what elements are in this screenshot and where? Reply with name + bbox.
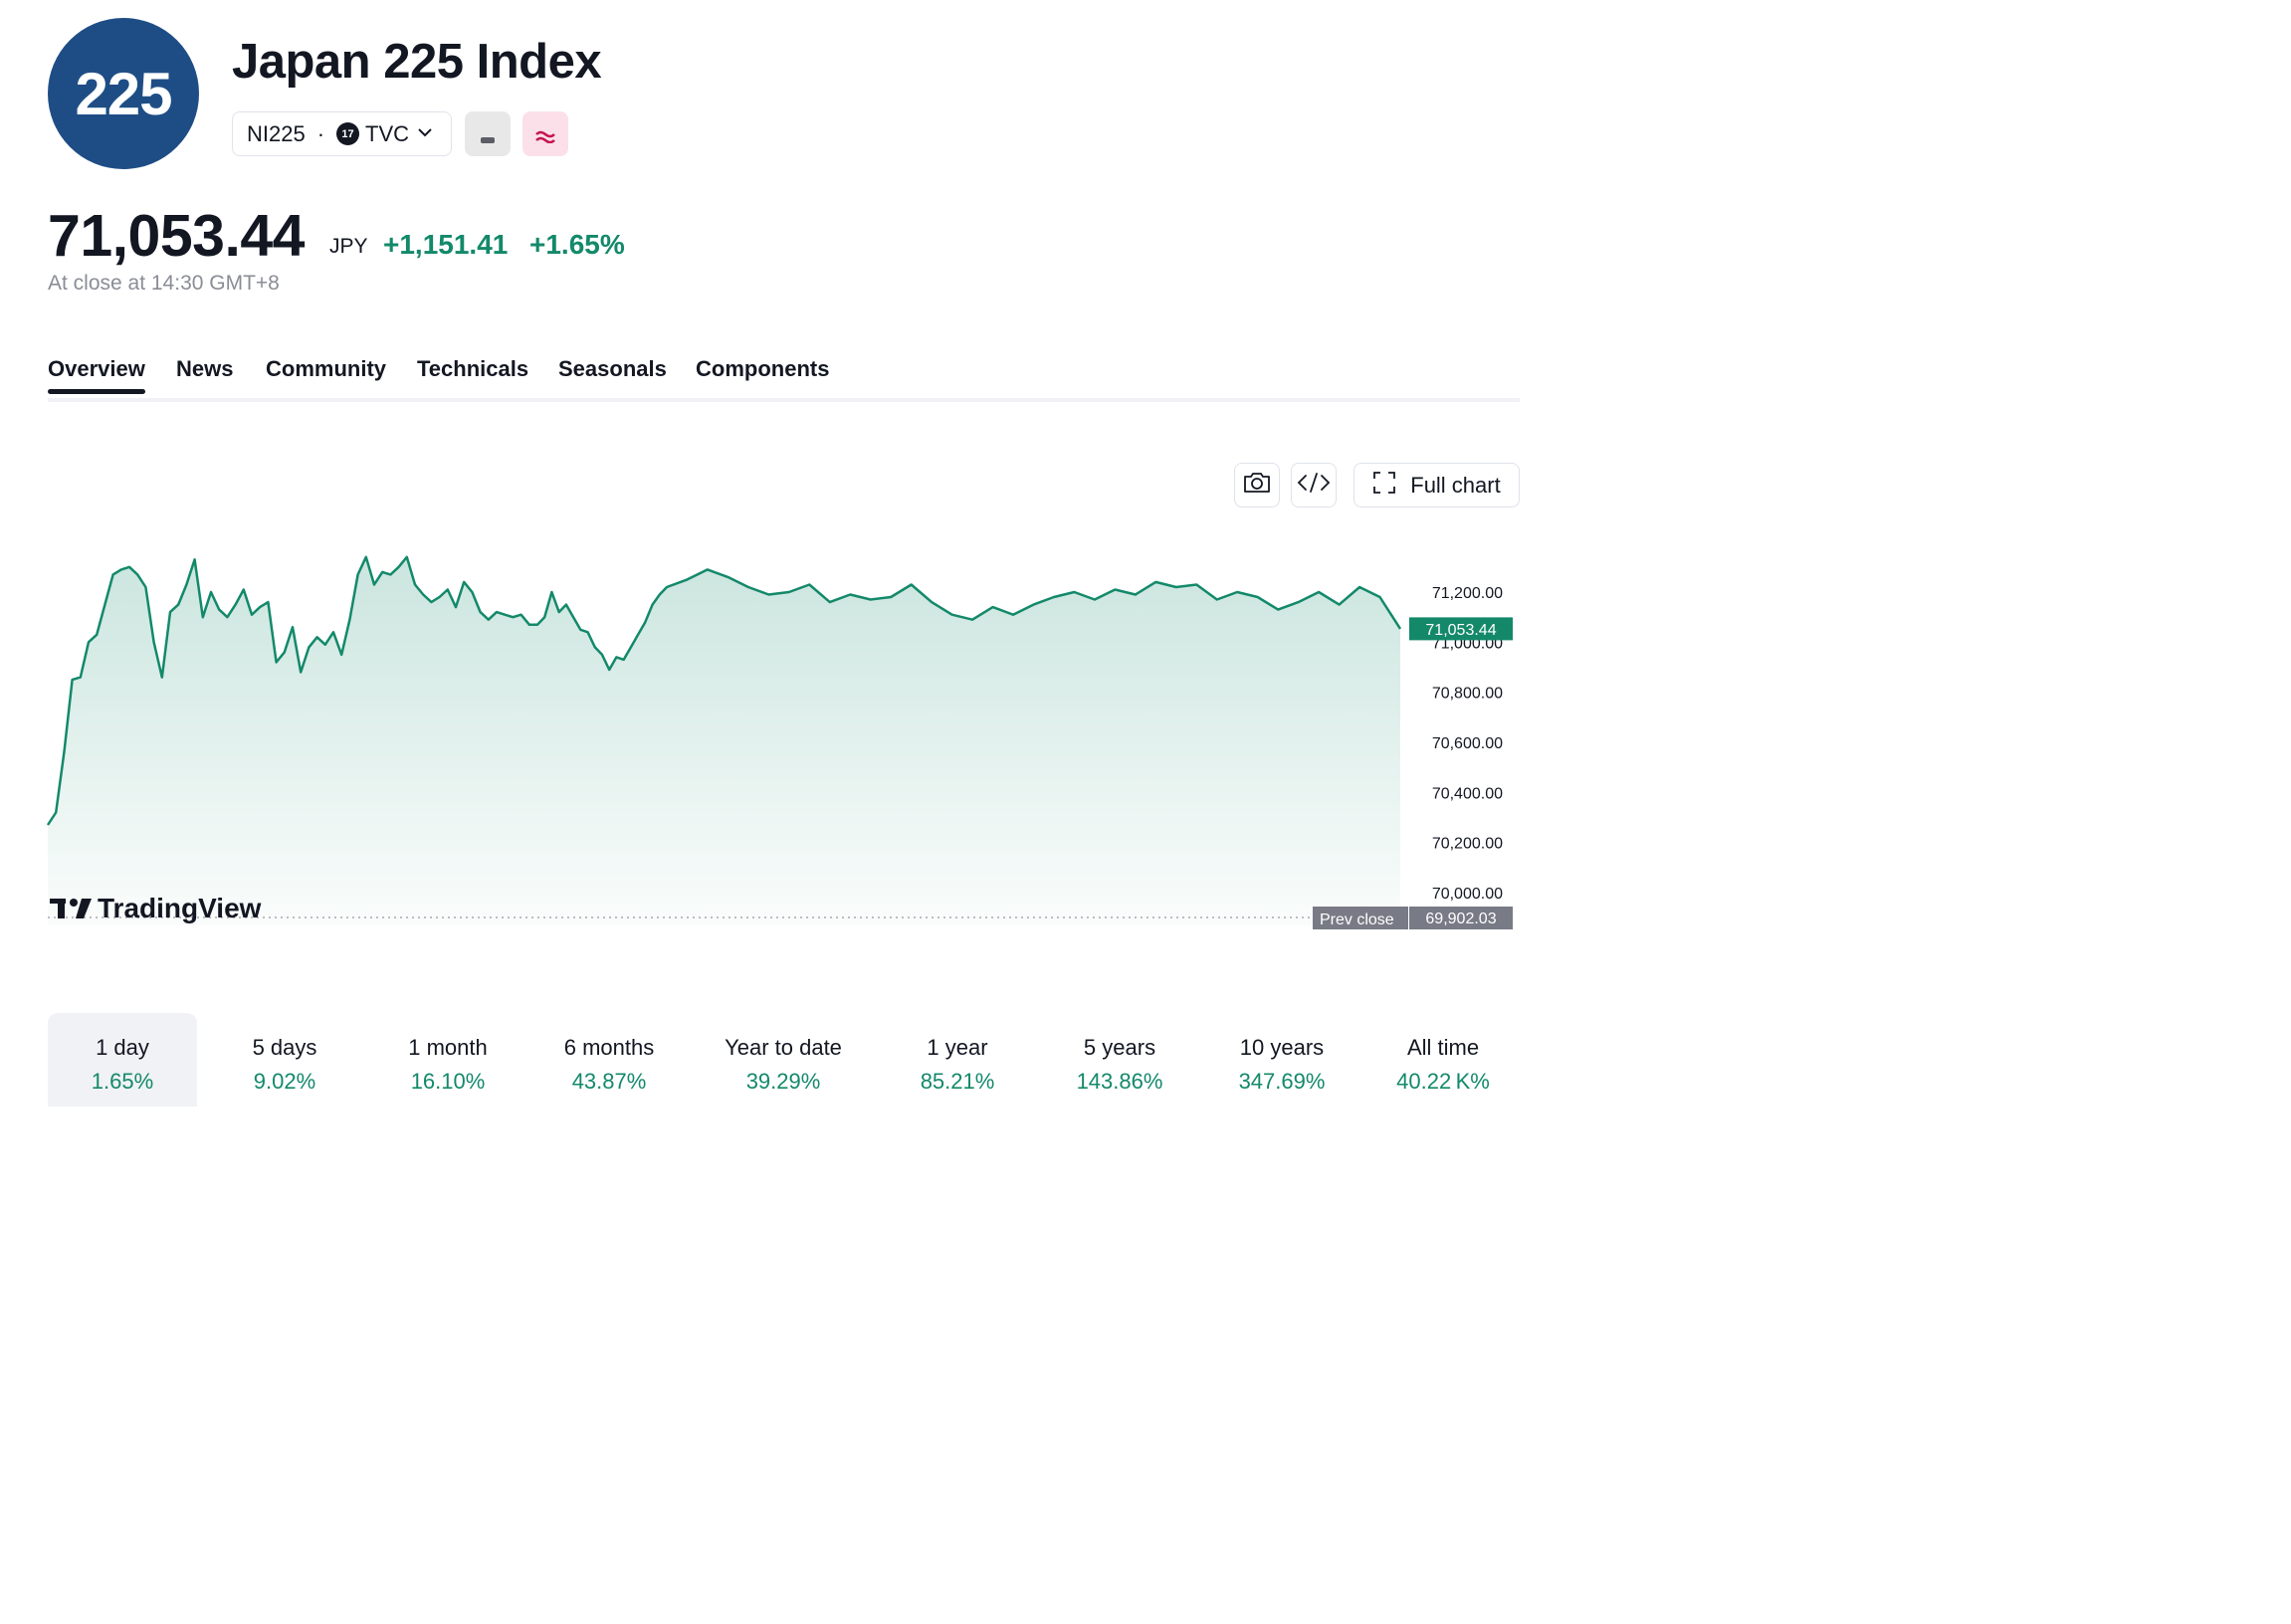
period-label: 5 days xyxy=(252,1035,317,1060)
price-change-percent: +1.65% xyxy=(529,229,625,260)
last-price-label: 71,053.44 xyxy=(1425,622,1496,639)
period-1-month[interactable]: 1 month 16.10% xyxy=(373,1013,522,1107)
screenshot-button[interactable] xyxy=(1234,463,1280,508)
tab-components[interactable]: Components xyxy=(696,356,830,381)
last-price: 71,053.44 xyxy=(48,203,305,269)
period-label: All time xyxy=(1406,1035,1480,1060)
tab-technicals[interactable]: Technicals xyxy=(417,356,529,381)
y-tick-label: 70,800.00 xyxy=(1432,686,1503,703)
chevron-down-icon xyxy=(418,124,432,141)
tradingview-watermark: TradingView xyxy=(50,893,262,923)
period-value: 85.21% xyxy=(920,1069,995,1094)
period-1-day[interactable]: 1 day 1.65% xyxy=(48,1013,197,1107)
tradingview-badge-icon: 17 xyxy=(336,122,360,145)
period-10-years[interactable]: 10 years 347.69% xyxy=(1207,1013,1356,1107)
period-label: 1 month xyxy=(408,1035,488,1060)
prev-close-label: Prev close xyxy=(1320,912,1394,928)
market-status: At close at 14:30 GMT+8 xyxy=(48,272,280,295)
camera-icon xyxy=(1242,471,1272,500)
logo-text: 225 xyxy=(75,60,172,127)
period-value: 1.65% xyxy=(91,1069,154,1094)
y-tick-label: 70,600.00 xyxy=(1432,735,1503,752)
approx-icon xyxy=(535,118,555,150)
period-label: 6 months xyxy=(563,1035,655,1060)
full-chart-button[interactable]: Full chart xyxy=(1354,463,1520,508)
full-chart-label: Full chart xyxy=(1410,472,1501,498)
y-tick-label: 70,400.00 xyxy=(1432,785,1503,802)
prev-close-tag: Prev close 69,902.03 xyxy=(1313,907,1513,929)
price-chart[interactable]: 71,200.0071,000.0070,800.0070,600.0070,4… xyxy=(0,517,1545,945)
y-tick-label: 70,200.00 xyxy=(1432,836,1503,853)
tab-news[interactable]: News xyxy=(176,356,234,381)
tab-bar: Overview News Community Technicals Seaso… xyxy=(48,356,1520,402)
period-label: 1 day xyxy=(96,1035,149,1060)
page-title: Japan 225 Index xyxy=(232,35,602,89)
tradingview-logo-icon xyxy=(50,899,92,918)
price-change: +1,151.41 xyxy=(383,229,509,260)
period-value: 40.22 K% xyxy=(1396,1069,1490,1094)
period-value: 143.86% xyxy=(1076,1069,1163,1094)
fullscreen-icon xyxy=(1372,471,1396,500)
period-label: 1 year xyxy=(927,1035,988,1060)
price-line xyxy=(46,555,1402,826)
tab-seasonals[interactable]: Seasonals xyxy=(558,356,667,381)
period-label: 5 years xyxy=(1083,1035,1156,1060)
embed-button[interactable] xyxy=(1291,463,1337,508)
symbol-ticker: NI225 xyxy=(247,120,306,146)
period-value: 39.29% xyxy=(745,1069,821,1094)
period-5-days[interactable]: 5 days 9.02% xyxy=(210,1013,359,1107)
symbol-exchange-selector[interactable]: NI225 · 17 TVC xyxy=(232,111,452,156)
period-all-time[interactable]: All time 40.22 K% xyxy=(1368,1013,1518,1107)
period-value: 43.87% xyxy=(571,1069,647,1094)
y-tick-label: 70,000.00 xyxy=(1432,886,1503,903)
tab-community[interactable]: Community xyxy=(266,356,386,381)
flag-button[interactable] xyxy=(465,111,511,156)
code-icon xyxy=(1297,472,1331,499)
period-value: 16.10% xyxy=(410,1069,486,1094)
period-label: 10 years xyxy=(1239,1035,1325,1060)
minus-icon xyxy=(481,118,495,150)
period-6-months[interactable]: 6 months 43.87% xyxy=(534,1013,684,1107)
period-value: 347.69% xyxy=(1238,1069,1326,1094)
y-tick-label: 71,200.00 xyxy=(1432,585,1503,602)
price-area-fill xyxy=(48,556,1400,925)
tab-overview[interactable]: Overview xyxy=(48,356,145,394)
period-label: Year to date xyxy=(725,1035,842,1060)
period-1-year[interactable]: 1 year 85.21% xyxy=(883,1013,1032,1107)
prev-close-value: 69,902.03 xyxy=(1425,911,1496,927)
performance-periods: 1 day 1.65% 5 days 9.02% 1 month 16.10% 6 m… xyxy=(48,1013,1520,1107)
symbol-separator: · xyxy=(316,120,325,146)
period-5-years[interactable]: 5 years 143.86% xyxy=(1045,1013,1194,1107)
exchange-name: TVC xyxy=(365,120,410,146)
period-value: 9.02% xyxy=(253,1069,316,1094)
watermark-text: TradingView xyxy=(98,893,262,923)
index-type-button[interactable] xyxy=(522,111,568,156)
index-logo: 225 xyxy=(48,18,199,169)
currency-label: JPY xyxy=(329,235,368,258)
period-year-to-date[interactable]: Year to date 39.29% xyxy=(709,1013,858,1107)
last-price-tag: 71,053.44 xyxy=(1409,617,1513,641)
